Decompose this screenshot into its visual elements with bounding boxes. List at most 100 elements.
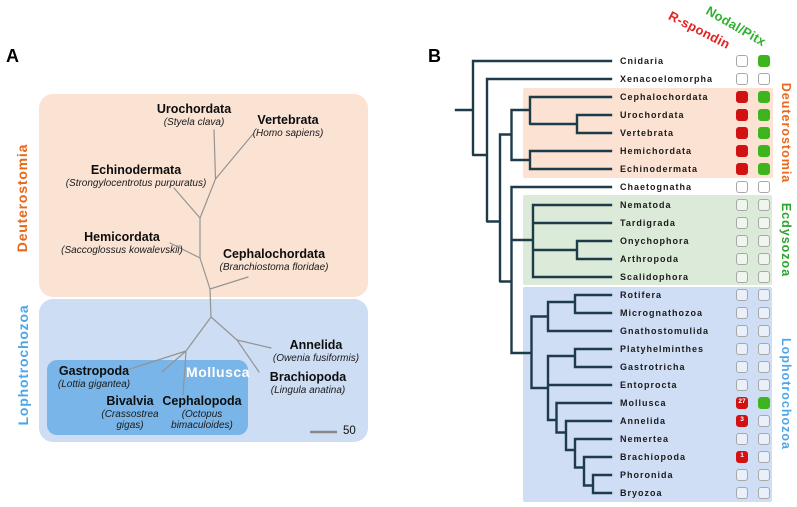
nodal-box-nematoda — [758, 198, 770, 211]
rspondin-box-entoprocta — [736, 378, 748, 391]
taxon-label-hemichordata: Hemichordata — [620, 146, 693, 156]
rspondin-box-rotifera — [736, 288, 748, 301]
taxon-label-onychophora: Onychophora — [620, 236, 690, 246]
nodal-box-nemertea — [758, 432, 770, 445]
rspondin-box-platyhelminthes — [736, 342, 748, 355]
nodal-box-arthropoda — [758, 252, 770, 265]
rspondin-box-tardigrada — [736, 216, 748, 229]
mollusca-label: Mollusca — [186, 364, 250, 380]
nodal-box-micrognathozoa — [758, 306, 770, 319]
taxon-label-bryozoa: Bryozoa — [620, 488, 663, 498]
nodal-box-phoronida — [758, 468, 770, 481]
taxon-label-gnathostomulida: Gnathostomulida — [620, 326, 709, 336]
nodal-box-rotifera — [758, 288, 770, 301]
taxon-label-scalidophora: Scalidophora — [620, 272, 690, 282]
ecdysozoa-side-label-b: Ecdysozoa — [779, 202, 793, 278]
deuterostomia-side-label-b: Deuterostomia — [779, 82, 793, 184]
taxon-label-gastrotricha: Gastrotricha — [620, 362, 686, 372]
nodal-box-gnathostomulida — [758, 324, 770, 337]
rspondin-box-brachiopoda: 1 — [736, 450, 748, 463]
nodal-box-platyhelminthes — [758, 342, 770, 355]
taxon-label-platyhelminthes: Platyhelminthes — [620, 344, 705, 354]
taxon-urochordata: Urochordata (Styela clava) — [156, 102, 232, 129]
taxon-label-mollusca: Mollusca — [620, 398, 667, 408]
nodal-box-tardigrada — [758, 216, 770, 229]
taxon-cephalopoda: Cephalopoda (Octopus bimaculoides) — [162, 394, 242, 432]
taxon-echinodermata: Echinodermata (Strongylocentrotus purpur… — [65, 163, 207, 190]
nodal-box-echinodermata — [758, 162, 770, 175]
rspondin-box-cnidaria — [736, 54, 748, 67]
nodal-box-entoprocta — [758, 378, 770, 391]
nodal-box-vertebrata — [758, 126, 770, 139]
nodal-box-chaetognatha — [758, 180, 770, 193]
lophotrochozoa-side-label-b: Lophotrochozoa — [779, 338, 793, 450]
rspondin-box-gastrotricha — [736, 360, 748, 373]
nodal-box-onychophora — [758, 234, 770, 247]
nodal-box-xenacoelomorpha — [758, 72, 770, 85]
taxon-label-cnidaria: Cnidaria — [620, 56, 665, 66]
rspondin-count: 3 — [740, 416, 744, 424]
rspondin-count: 27 — [738, 398, 746, 406]
taxon-gastropoda: Gastropoda (Lottia gigantea) — [57, 364, 131, 391]
nodal-box-bryozoa — [758, 486, 770, 499]
rspondin-box-phoronida — [736, 468, 748, 481]
taxon-label-nemertea: Nemertea — [620, 434, 670, 444]
taxon-label-arthropoda: Arthropoda — [620, 254, 679, 264]
deuterostomia-box-a — [39, 94, 368, 297]
rspondin-box-vertebrata — [736, 126, 748, 139]
taxon-label-nematoda: Nematoda — [620, 200, 672, 210]
taxon-brachiopoda-a: Brachiopoda (Lingula anatina) — [269, 370, 347, 397]
nodal-box-cephalochordata — [758, 90, 770, 103]
rspondin-box-bryozoa — [736, 486, 748, 499]
taxon-label-annelida: Annelida — [620, 416, 667, 426]
panel-a-tree — [129, 129, 337, 434]
scale-bar-label: 50 — [343, 425, 356, 437]
rspondin-box-xenacoelomorpha — [736, 72, 748, 85]
rspondin-box-onychophora — [736, 234, 748, 247]
nodal-box-mollusca — [758, 396, 770, 409]
rspondin-box-scalidophora — [736, 270, 748, 283]
panel-b-label: B — [428, 46, 441, 66]
taxon-label-micrognathozoa: Micrognathozoa — [620, 308, 703, 318]
ecdysozoa-box-b — [523, 195, 772, 285]
taxon-vertebrata: Vertebrata (Homo sapiens) — [252, 113, 324, 140]
rspondin-box-hemichordata — [736, 144, 748, 157]
rspondin-box-cephalochordata — [736, 90, 748, 103]
nodal-box-scalidophora — [758, 270, 770, 283]
nodal-box-cnidaria — [758, 54, 770, 67]
taxon-label-chaetognatha: Chaetognatha — [620, 182, 693, 192]
nodal-box-urochordata — [758, 108, 770, 121]
nodal-box-brachiopoda — [758, 450, 770, 463]
taxon-label-phoronida: Phoronida — [620, 470, 674, 480]
rspondin-box-mollusca: 27 — [736, 396, 748, 409]
rspondin-box-urochordata — [736, 108, 748, 121]
lophotrochozoa-box-b — [523, 287, 772, 502]
taxon-label-echinodermata: Echinodermata — [620, 164, 699, 174]
rspondin-box-echinodermata — [736, 162, 748, 175]
rspondin-box-chaetognatha — [736, 180, 748, 193]
nodal-box-hemichordata — [758, 144, 770, 157]
taxon-label-tardigrada: Tardigrada — [620, 218, 676, 228]
rspondin-box-nematoda — [736, 198, 748, 211]
deuterostomia-box-b — [523, 88, 773, 178]
taxon-bivalvia: Bivalvia (Crassostrea gigas) — [101, 394, 159, 432]
rspondin-box-arthropoda — [736, 252, 748, 265]
rspondin-box-micrognathozoa — [736, 306, 748, 319]
taxon-annelida-a: Annelida (Owenia fusiformis) — [272, 338, 360, 365]
taxon-label-rotifera: Rotifera — [620, 290, 663, 300]
taxon-label-urochordata: Urochordata — [620, 110, 685, 120]
taxon-label-vertebrata: Vertebrata — [620, 128, 675, 138]
taxon-label-brachiopoda: Brachiopoda — [620, 452, 687, 462]
nodal-box-gastrotricha — [758, 360, 770, 373]
taxon-cephalochordata: Cephalochordata (Branchiostoma floridae) — [219, 247, 329, 274]
rspondin-count: 1 — [740, 452, 744, 460]
rspondin-box-gnathostomulida — [736, 324, 748, 337]
rspondin-box-annelida: 3 — [736, 414, 748, 427]
taxon-label-cephalochordata: Cephalochordata — [620, 92, 709, 102]
taxon-hemicordata: Hemicordata (Saccoglossus kowalevskii) — [61, 230, 183, 257]
rspondin-box-nemertea — [736, 432, 748, 445]
nodal-box-annelida — [758, 414, 770, 427]
taxon-label-xenacoelomorpha: Xenacoelomorpha — [620, 74, 714, 84]
